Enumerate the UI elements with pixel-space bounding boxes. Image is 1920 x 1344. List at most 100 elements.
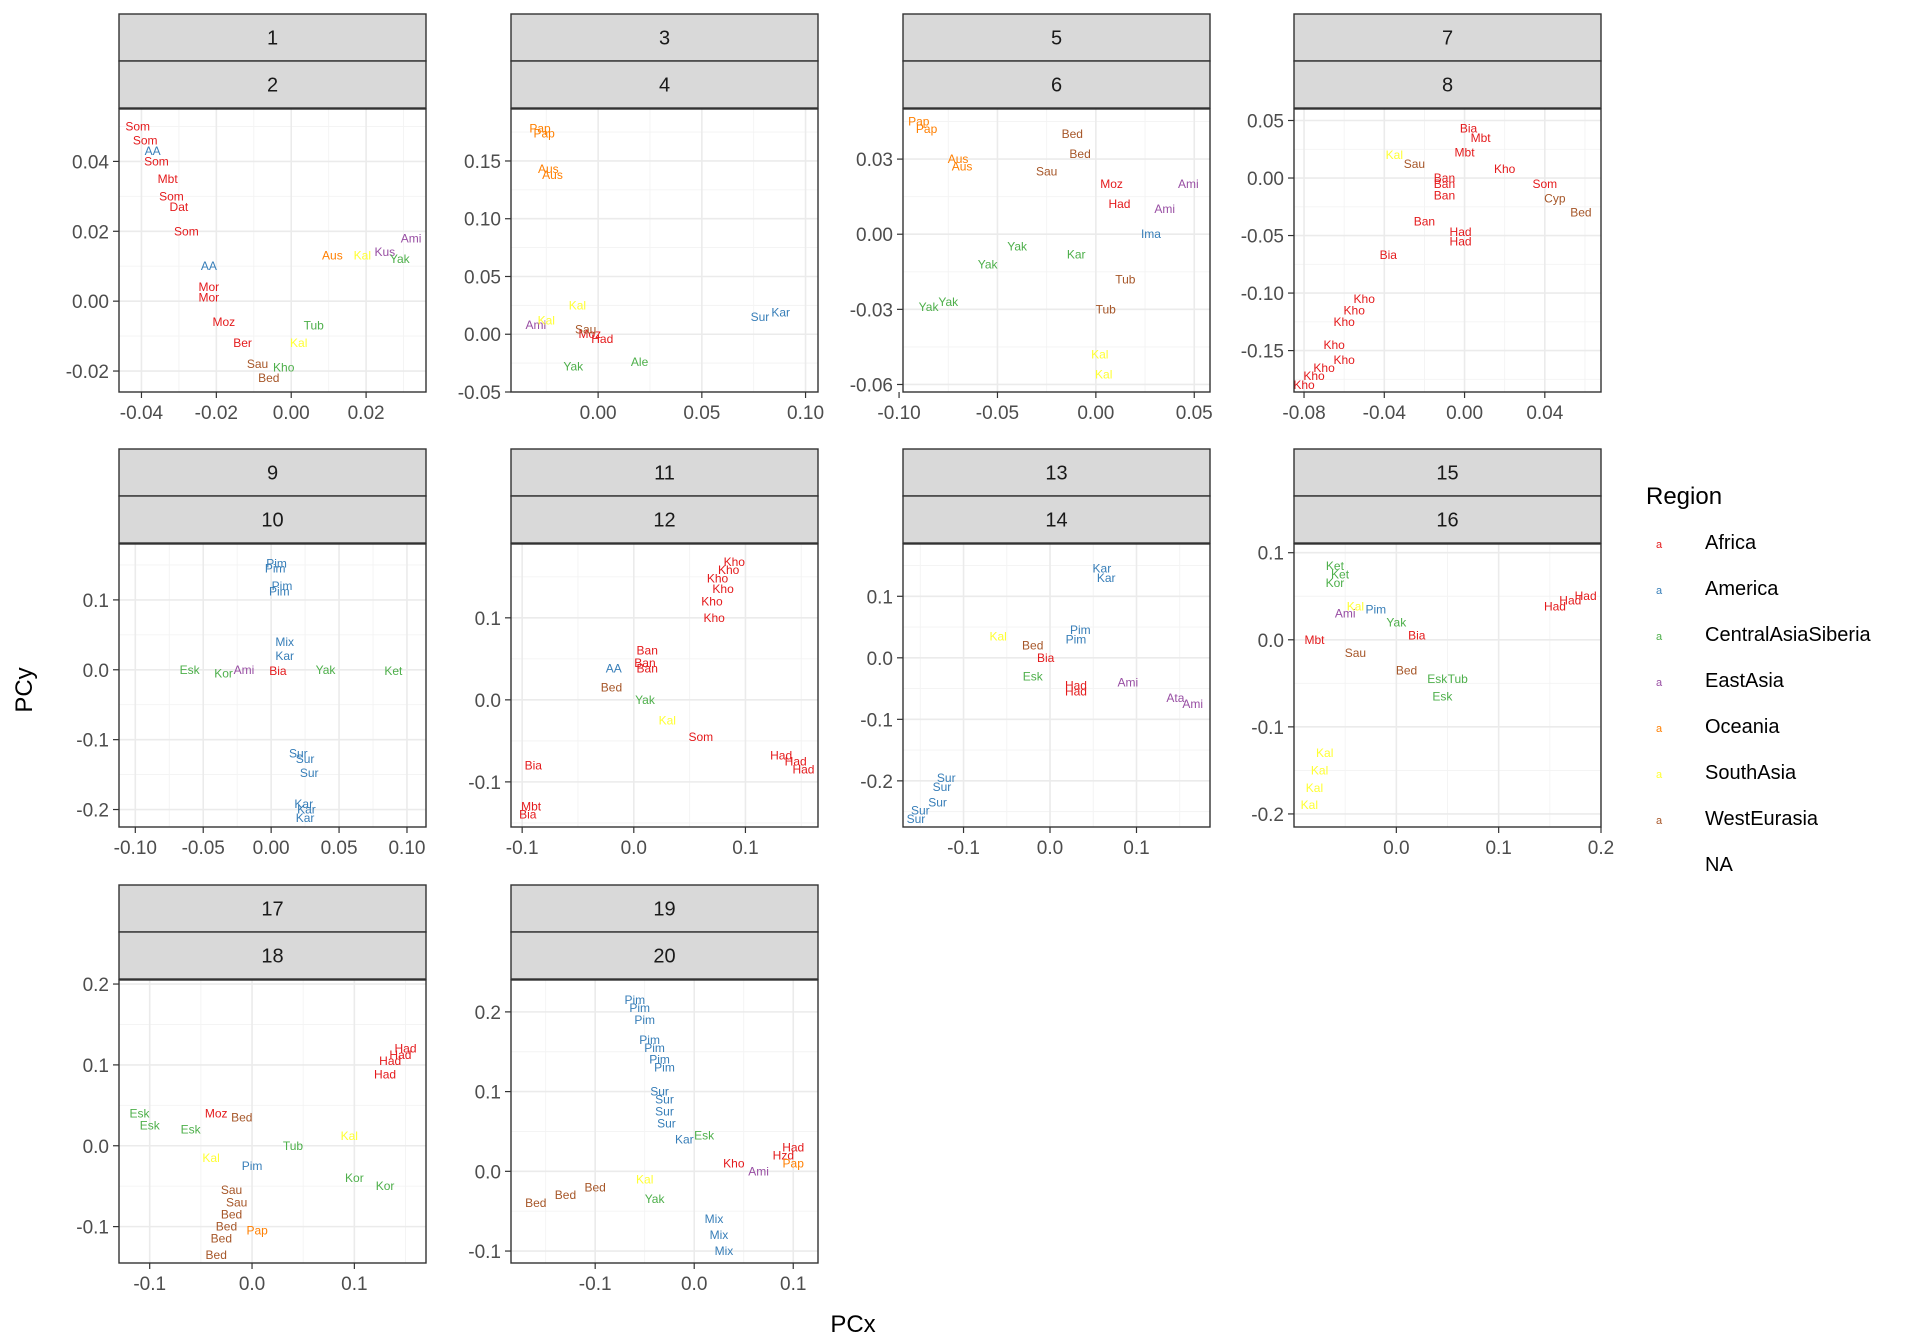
legend-key: a [1656, 677, 1663, 689]
facet-strip-label: 3 [659, 28, 670, 50]
population-label: Sur [650, 1085, 669, 1099]
population-label: Bia [519, 808, 537, 822]
legend-label: Africa [1705, 532, 1757, 554]
population-label: Mbt [1471, 131, 1492, 145]
panel-border [1293, 108, 1602, 393]
facet-strip [510, 495, 819, 544]
y-tick-label: -0.03 [850, 300, 893, 321]
y-tick-label: -0.10 [1241, 284, 1284, 305]
population-label: Kal [1386, 148, 1403, 162]
population-label: Som [1532, 177, 1557, 191]
population-label: Pim [266, 557, 287, 571]
panel-border [902, 543, 1211, 828]
population-label: Sau [247, 357, 268, 371]
population-label: AA [606, 662, 622, 676]
population-label: Pim [1070, 623, 1091, 637]
population-label: Had [1575, 589, 1597, 603]
x-tick-label: 0.00 [1446, 403, 1483, 424]
population-label: Kho [1313, 361, 1335, 375]
y-tick-label: 0.0 [1258, 631, 1284, 652]
facet-strip [118, 495, 427, 544]
population-label: Kar [275, 649, 294, 663]
population-label: Kar [1067, 247, 1086, 261]
population-label: Mix [275, 635, 294, 649]
y-tick-label: -0.02 [66, 362, 109, 383]
x-tick-label: -0.1 [947, 838, 980, 859]
population-label: Kar [297, 803, 316, 817]
gridlines [1294, 109, 1601, 392]
population-label: Bed [221, 1207, 242, 1221]
population-label: Ban [1434, 177, 1455, 191]
population-label: Som [688, 730, 713, 744]
population-label: Had [1450, 234, 1472, 248]
gridlines [511, 109, 818, 392]
population-label: Tub [1448, 672, 1469, 686]
population-label: Sur [296, 752, 315, 766]
population-label: Kal [1347, 600, 1364, 614]
y-axis-title: PCy [11, 667, 38, 712]
population-label: Cyp [1544, 192, 1566, 206]
legend-key: a [1656, 815, 1663, 827]
facet-strip [118, 884, 427, 933]
x-tick-label: 0.0 [681, 1274, 707, 1295]
population-label: Esk [181, 1123, 202, 1137]
population-label: Aus [952, 160, 973, 174]
population-label: Bed [1069, 147, 1090, 161]
x-tick-label: -0.1 [579, 1274, 612, 1295]
population-label: Kor [214, 666, 233, 680]
population-label: Ami [526, 318, 547, 332]
population-label: Had [792, 763, 814, 777]
population-label: Tub [1115, 272, 1136, 286]
population-label: Pap [529, 122, 551, 136]
gridlines [119, 544, 426, 827]
population-label: Kho [701, 594, 723, 608]
population-label: Pim [654, 1061, 675, 1075]
y-tick-label: 0.00 [464, 325, 501, 346]
data-points: KarKarPimPimKalBedBiaEskHadHadAmiAtaAmiS… [907, 562, 1203, 826]
facet-strip [1293, 60, 1602, 109]
x-tick-label: 0.00 [273, 403, 310, 424]
population-label: Kal [1301, 798, 1318, 812]
population-label: Aus [948, 152, 969, 166]
y-tick-label: 0.03 [856, 150, 893, 171]
population-label: Aus [322, 249, 343, 263]
facet-strip [902, 495, 1211, 544]
population-label: Esk [694, 1128, 715, 1142]
population-label: Dat [170, 200, 189, 214]
population-label: Ami [1335, 607, 1356, 621]
population-label: Had [1544, 600, 1566, 614]
population-label: Sau [221, 1183, 242, 1197]
population-label: Som [125, 119, 150, 133]
y-tick-label: -0.1 [1251, 718, 1284, 739]
population-label: Bed [211, 1232, 232, 1246]
population-label: Ami [1178, 177, 1199, 191]
y-tick-label: -0.1 [468, 773, 501, 794]
population-label: Mbt [1304, 633, 1325, 647]
panel-border [118, 979, 427, 1264]
facet-strip-label: 1 [267, 28, 278, 50]
legend-key: a [1656, 539, 1663, 551]
x-tick-label: 0.0 [239, 1274, 265, 1295]
population-label: Kho [1354, 292, 1376, 306]
population-label: Had [374, 1068, 396, 1082]
facet-strip [902, 13, 1211, 62]
y-tick-label: 0.0 [867, 649, 893, 670]
population-label: Sur [911, 803, 930, 817]
population-label: Had [1108, 197, 1130, 211]
population-label: Had [782, 1140, 804, 1154]
legend-label: SouthAsia [1705, 762, 1797, 784]
population-label: Mor [199, 280, 220, 294]
population-label: Bed [1022, 639, 1043, 653]
x-tick-label: 0.04 [1526, 403, 1563, 424]
legend-key: a [1656, 723, 1663, 735]
facet-panels: 12SomSomAASomMbtSomDatSomAAMorMorMozBerS… [66, 13, 1614, 1295]
population-label: Sau [575, 323, 596, 337]
population-label: Kus [374, 245, 395, 259]
population-label: Pim [242, 1159, 263, 1173]
population-label: Ket [1331, 567, 1350, 581]
population-label: Had [1065, 679, 1087, 693]
